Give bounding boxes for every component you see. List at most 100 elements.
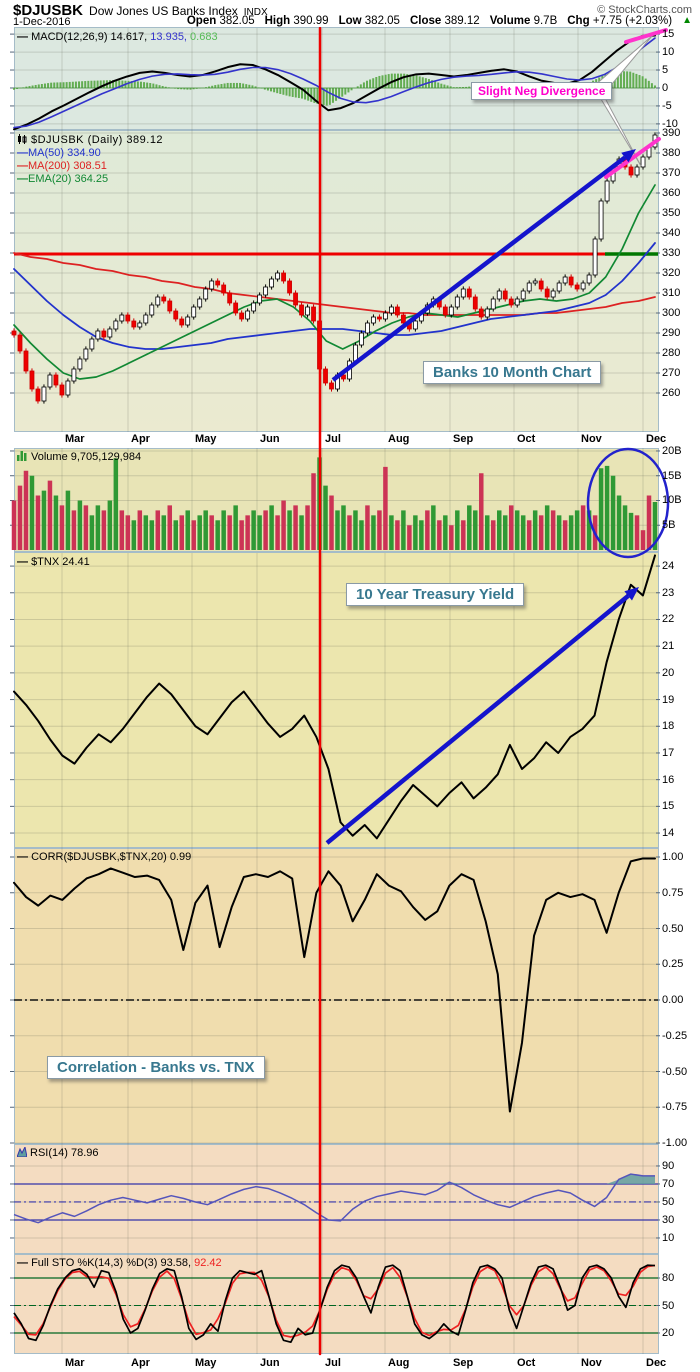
y-axis-label: 15B [662,469,682,482]
index-name: Dow Jones US Banks Index [89,4,238,18]
month-label: Jul [325,1357,341,1369]
month-label: Sep [453,1357,474,1369]
rsi-panel [14,1144,659,1254]
tnx-legend: — $TNX 24.41 [17,556,90,568]
y-axis-label: 20 [662,666,675,679]
month-label: Mar [65,433,85,445]
month-label: Oct [517,1357,536,1369]
y-axis-label: 290 [662,327,681,339]
y-axis-label: 80 [662,1272,675,1284]
y-axis-label: 5B [662,519,676,532]
corr-note: Correlation - Banks vs. TNX [47,1056,265,1079]
y-axis-label: -5 [662,99,672,112]
macd-divergence-note: Slight Neg Divergence [471,82,613,100]
y-axis-label: 20 [662,1327,675,1339]
y-axis-label: 1.00 [662,851,684,863]
y-axis-label: 260 [662,387,681,399]
price-divergence-trendline [604,137,661,179]
symbol: $DJUSBK [13,2,84,19]
y-axis-label: 330 [662,247,681,259]
y-axis-label: -0.75 [662,1101,688,1114]
ma50-legend: —MA(50) 334.90 [17,147,101,159]
month-label: Dec [646,1357,667,1369]
month-label: Mar [65,1357,85,1369]
y-axis-label: 0 [662,81,669,94]
sto-legend: — Full STO %K(14,3) %D(3) 93.58, 92.42 [17,1257,222,1269]
y-axis-label: 10B [662,494,682,507]
quote-item: Close 389.12 [409,15,480,27]
y-axis-label: -0.25 [662,1029,688,1042]
y-axis-label: 20B [662,444,682,457]
y-axis-label: 10 [662,1231,675,1244]
month-label: Nov [581,433,602,445]
quote-item: High 390.99 [264,15,329,27]
y-axis-label: 22 [662,613,675,626]
y-axis-label: 19 [662,693,675,706]
exchange: INDX [243,7,268,18]
y-axis-label: 270 [662,367,681,379]
month-label: Aug [388,433,410,445]
volume-bars-icon [17,451,28,464]
title-row: $DJUSBK Dow Jones US Banks Index INDX [13,2,268,19]
month-label: Nov [581,1357,602,1369]
month-label: May [195,1357,217,1369]
y-axis-label: 18 [662,720,675,733]
candlestick-icon [17,134,28,147]
month-label: Apr [131,433,150,445]
y-axis-label: -10 [662,117,678,130]
y-axis-label: 0.75 [662,886,684,899]
y-axis-label: 23 [662,586,675,599]
y-axis-label: -0.50 [662,1065,688,1078]
month-label: Apr [131,1357,150,1369]
y-axis-label: 5 [662,64,669,77]
y-axis-label: 90 [662,1159,675,1172]
y-axis-label: 380 [662,147,681,159]
rsi-icon [16,1145,28,1160]
volume-surge-ellipse [586,447,670,559]
y-axis-label: 10 [662,46,675,59]
y-axis-label: 50 [662,1299,675,1312]
ema20-legend: —EMA(20) 364.25 [17,173,109,185]
y-axis-label: 360 [662,187,681,199]
month-label: Jul [325,433,341,445]
volume-legend: Volume 9,705,129,984 [17,451,141,464]
quote-item: Open 382.05 [186,15,255,27]
y-axis-label: 16 [662,773,675,786]
y-axis-label: 280 [662,347,681,359]
y-axis-label: 70 [662,1177,675,1190]
month-label: May [195,433,217,445]
y-axis-label: 50 [662,1195,675,1208]
month-label: Jun [260,1357,280,1369]
quote-item: Low 382.05 [338,15,400,27]
y-axis-label: 0.00 [662,994,684,1006]
y-axis-label: 370 [662,167,681,179]
macd-divergence-trendline [624,28,668,44]
y-axis-label: -1.00 [662,1136,688,1149]
tnx-trend-arrow [325,594,630,845]
month-label: Dec [646,433,667,445]
y-axis-label: 30 [662,1213,675,1226]
y-axis-label: 21 [662,640,675,653]
macd-legend: — MACD(12,26,9) 14.617, 13.935, 0.683 [17,31,218,43]
quote-row: Open 382.05 High 390.99 Low 382.05 Close 38… [187,15,692,27]
y-axis-label: 0.25 [662,958,684,971]
month-label: Sep [453,433,474,445]
y-axis-label: 300 [662,307,681,319]
month-label: Aug [388,1357,410,1369]
y-axis-label: 24 [662,560,675,573]
quote-item: Volume 9.7B [489,15,558,27]
month-label: Oct [517,433,536,445]
tnx-panel [14,552,659,848]
chart-date: 1-Dec-2016 [13,16,71,28]
up-arrow-icon: ▲ [682,15,692,26]
corr-legend: — CORR($DJUSBK,$TNX,20) 0.99 [17,851,192,863]
ma200-legend: —MA(200) 308.51 [17,160,107,172]
quote-item: Chg +7.75 (+2.03%) [567,15,673,27]
y-axis-label: 0.50 [662,922,684,935]
price-trend-arrow [331,155,627,382]
sto-panel [14,1254,659,1354]
y-axis-label: 350 [662,207,681,219]
y-axis-label: 390 [662,127,681,139]
